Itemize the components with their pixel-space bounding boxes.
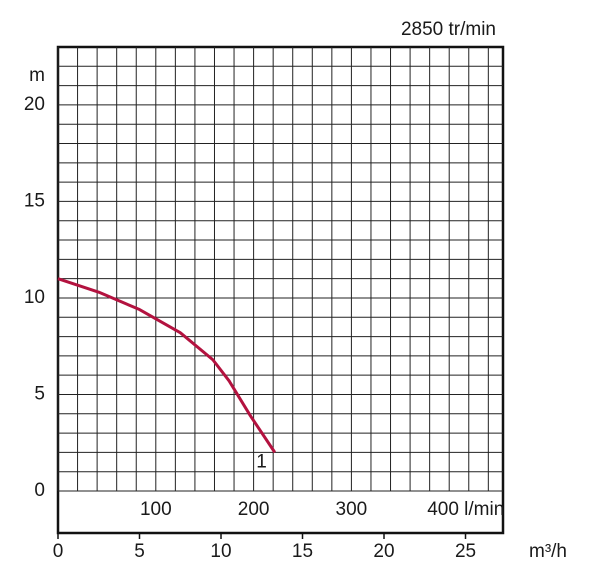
- curve: [57, 277, 277, 454]
- x2-tick-label: 300: [336, 499, 368, 520]
- x-axis-label: m³/h: [529, 541, 567, 562]
- x-tick-label: 20: [373, 541, 394, 562]
- y-tick-label: 15: [24, 190, 45, 211]
- y-tick-label: 5: [34, 383, 45, 404]
- y-tick-label: 20: [24, 94, 45, 115]
- y-axis-label: m: [29, 65, 45, 86]
- x-tick-label: 15: [292, 541, 313, 562]
- x2-tick-label: 400 l/min: [427, 499, 504, 520]
- y-tick-label: 10: [24, 287, 45, 308]
- x2-tick-label: 100: [140, 499, 172, 520]
- chart-title: 2850 tr/min: [401, 19, 496, 40]
- x-tick-label: 25: [455, 541, 476, 562]
- x2-tick-label: 200: [238, 499, 270, 520]
- x-tick-label: 0: [53, 541, 64, 562]
- frame: [56, 45, 505, 535]
- curve-label: 1: [256, 451, 267, 472]
- y-tick-label: 0: [34, 480, 45, 501]
- x-tick-label: 10: [210, 541, 231, 562]
- x-tick-label: 5: [134, 541, 145, 562]
